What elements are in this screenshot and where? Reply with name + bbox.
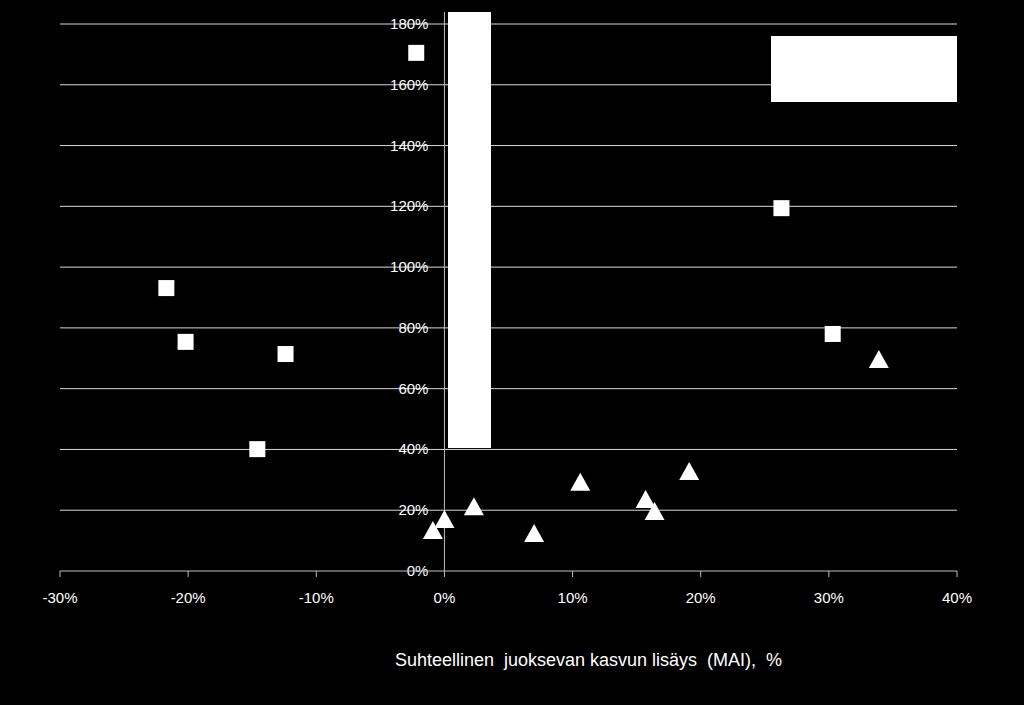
x-tick [60,571,61,577]
point [636,490,656,508]
x-tick [700,571,701,577]
y-tick-label: 80% [398,319,428,336]
point [645,502,665,520]
x-tick [316,571,317,577]
point [178,334,194,350]
grid-line [60,388,957,389]
x-tick [828,571,829,577]
x-tick-label: 10% [558,589,588,606]
point [249,441,265,457]
grid-line [60,449,957,450]
grid-line [60,267,957,268]
point [408,45,424,61]
point [679,462,699,480]
grid-line [60,510,957,511]
x-tick-label: 40% [942,589,972,606]
y-tick-label: 160% [390,76,428,93]
x-tick-label: 30% [814,589,844,606]
chart: 0% 20% 40% 60% 80% 100% 120% 140% 160% 180% -30% -2… [0,0,1024,705]
point [158,280,174,296]
y-tick-label: 40% [398,440,428,457]
grid-line [60,24,957,25]
x-axis-label: Suhteellinen juoksevan kasvun lisäys (MA… [395,650,782,670]
x-tick-label: 0% [434,589,456,606]
x-axis-line [60,571,957,572]
x-tick [572,571,573,577]
marks [158,45,888,542]
x-tick-label: 20% [686,589,716,606]
x-tick-label: -10% [299,589,334,606]
grid-line [60,206,957,207]
x-tick [188,571,189,577]
x-tick-label: -30% [42,589,77,606]
grid-line [60,327,957,328]
point [869,350,889,368]
y-tick-label: 100% [390,258,428,275]
grid-line [60,145,957,146]
cover-box [448,12,491,448]
point [570,473,590,491]
y-tick-label: 20% [398,501,428,518]
point [773,200,789,216]
point [434,510,454,528]
point [278,346,294,362]
y-tick-label: 140% [390,137,428,154]
x-tick [957,571,958,577]
background [0,0,1024,705]
x-tick [444,571,445,577]
point [524,524,544,542]
y-tick-label: 180% [390,15,428,32]
point [825,326,841,342]
y-tick-label: 60% [398,380,428,397]
point [464,497,484,515]
y-tick-label: 120% [390,197,428,214]
y-axis-line [444,12,445,571]
x-tick-label: -20% [171,589,206,606]
cover-box [771,36,957,102]
